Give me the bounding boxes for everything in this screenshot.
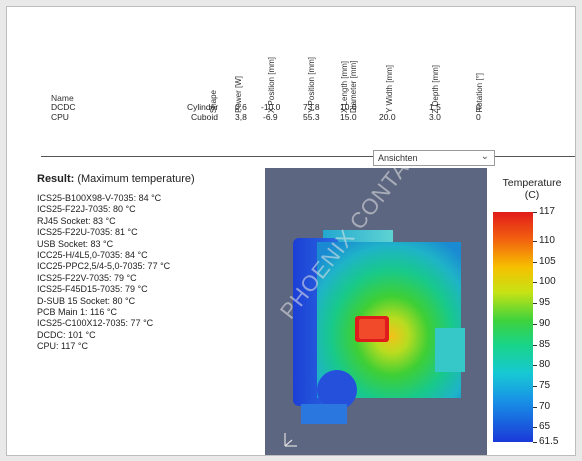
colorbar-tick-label: 95 [539, 297, 551, 309]
parameter-table: Name Shape Power [W] X Position [mm] Y P… [7, 7, 575, 137]
colorbar-tick-label: 117 [539, 206, 555, 217]
chevron-down-icon: ⌄ [480, 151, 489, 162]
colorbar-tick-mark [533, 365, 537, 367]
list-item: ICS25-C100X12-7035: 77 °C [37, 318, 154, 329]
colorbar-tick-label: 105 [539, 255, 556, 267]
colorbar-tick-mark [533, 427, 537, 429]
colorbar-tick-mark [533, 261, 537, 263]
colorbar-tick-label: 61.5 [539, 436, 559, 447]
column-header-x-length: X Length [mm] Diameter [mm] [340, 60, 358, 113]
colorbar-tick-label: 100 [539, 276, 556, 288]
thermal-3d-viewport[interactable]: PHOENIX CONTACT [265, 168, 487, 455]
cell-name: CPU [51, 112, 69, 122]
colorbar-tick-mark [533, 282, 537, 284]
result-title: Result: (Maximum temperature) [37, 173, 195, 185]
colorbar-tick-mark [533, 344, 537, 346]
cell-shape: Cuboid [191, 112, 218, 122]
axis-triad-icon [284, 433, 297, 447]
cell-z-depth: 3.0 [429, 112, 441, 122]
colorbar-tick-mark [533, 406, 537, 408]
colorbar-tick-mark [533, 241, 537, 242]
cell-x-length: 15.0 [340, 112, 357, 122]
column-header-x-position: X Position [mm] [266, 56, 276, 113]
list-item: PCB Main 1: 116 °C [37, 307, 117, 318]
list-item: ICS25-F22V-7035: 79 °C [37, 272, 137, 283]
colorbar-tick-label: 110 [539, 235, 555, 246]
section-divider [41, 156, 575, 157]
list-item: ICC25-H/4L5,0-7035: 84 °C [37, 250, 148, 261]
column-header-z-depth: Z Depth [mm] [430, 64, 440, 113]
colorbar-tick-mark [533, 303, 537, 305]
column-header-name: Name [51, 93, 74, 103]
results-panel: Name Shape Power [W] X Position [mm] Y P… [6, 6, 576, 456]
cell-name: DCDC [51, 102, 76, 112]
cell-rotation: 0 [476, 102, 481, 112]
table-row[interactable]: CPU Cuboid 3,8 -6.9 55.3 15.0 20.0 3.0 0 [7, 112, 575, 122]
list-item: CPU: 117 °C [37, 341, 88, 352]
list-item: ICS25-B100X98-V-7035: 84 °C [37, 193, 162, 203]
colorbar-tick-label: 85 [539, 338, 551, 350]
column-header-power: Power [W] [233, 76, 243, 113]
list-item: ICC25-PPC2,5/4-5,0-7035: 77 °C [37, 261, 171, 272]
list-item: RJ45 Socket: 83 °C [37, 215, 116, 226]
cell-y-position: 73.8 [303, 102, 320, 112]
legend-title: Temperature (C) [502, 177, 562, 201]
list-item: D-SUB 15 Socket: 80 °C [37, 295, 136, 306]
colorbar-tick-mark [533, 323, 537, 325]
colorbar-tick-label: 70 [539, 400, 551, 412]
list-item: ICS25-F22J-7035: 80 °C [37, 204, 136, 215]
list-item: DCDC: 101 °C [37, 329, 96, 340]
table-row[interactable]: DCDC Cylinder 0,6 -10.0 73.8 10.0 1.5 0 [7, 102, 575, 112]
column-header-shape: Shape [208, 89, 218, 113]
cell-x-position: -6.9 [263, 112, 278, 122]
list-item: ICS25-F45D15-7035: 79 °C [37, 284, 148, 295]
result-list: ICS25-B100X98-V-7035: 84 °C ICS25-F22J-7… [37, 193, 170, 353]
view-dropdown[interactable]: Ansichten ⌄ [373, 150, 495, 166]
colorbar-tick-label: 75 [539, 380, 551, 392]
thermal-render [293, 230, 465, 424]
cell-shape: Cylinder [187, 102, 219, 112]
colorbar-tick-label: 90 [539, 317, 551, 329]
cell-y-position: 55.3 [303, 112, 320, 122]
cell-x-position: -10.0 [261, 102, 281, 112]
cell-y-width: 20.0 [379, 112, 396, 122]
cell-power: 0,6 [235, 102, 247, 112]
colorbar-tick-label: 80 [539, 359, 551, 371]
list-item: USB Socket: 83 °C [37, 238, 114, 249]
column-header-y-width: Y Width [mm] [384, 65, 394, 113]
cell-x-length: 10.0 [340, 102, 357, 112]
colorbar-tick-mark [533, 386, 537, 388]
cell-rotation: 0 [476, 112, 481, 122]
cell-power: 3,8 [235, 112, 247, 122]
colorbar-tick-mark [533, 212, 537, 213]
column-header-y-position: Y Position [mm] [306, 57, 316, 113]
temperature-colorbar [493, 212, 533, 442]
column-header-rotation: Rotation [°] [474, 73, 484, 113]
colorbar-tick-mark [533, 442, 537, 443]
cell-z-depth: 1.5 [429, 102, 441, 112]
list-item: ICS25-F22U-7035: 81 °C [37, 227, 138, 238]
colorbar-tick-label: 65 [539, 421, 551, 433]
view-dropdown-value: Ansichten [378, 153, 418, 163]
